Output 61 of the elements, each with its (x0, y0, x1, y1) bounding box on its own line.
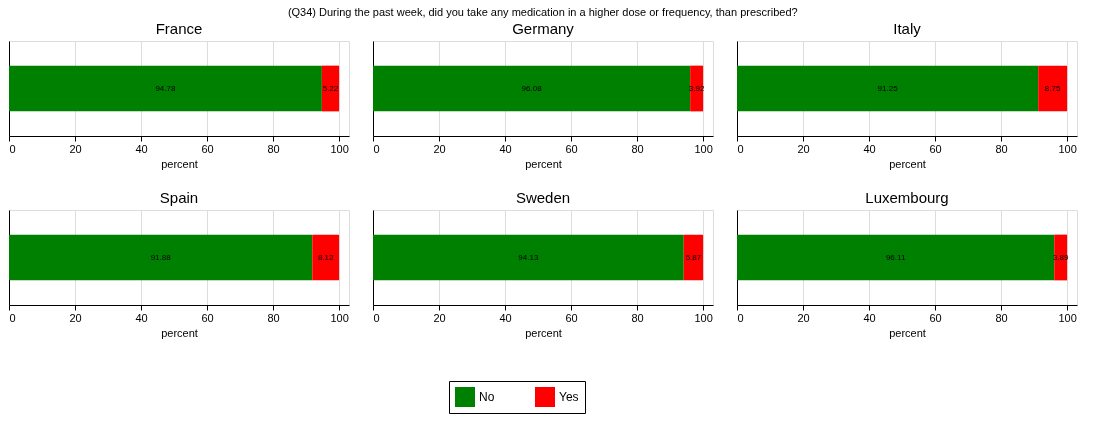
chart-title: Italy (893, 20, 922, 37)
x-tick-label: 60 (201, 142, 214, 155)
x-axis-title: percent (525, 326, 562, 339)
legend-label: No (479, 390, 495, 404)
x-tick-label: 0 (373, 142, 380, 155)
chart-title: Germany (512, 20, 575, 37)
x-tick-label: 80 (631, 142, 644, 155)
data-label: 91.88 (150, 252, 172, 262)
chart-title: Luxembourg (865, 189, 949, 206)
x-tick-label: 20 (433, 142, 446, 155)
x-tick-label: 60 (201, 311, 214, 324)
x-tick-label: 100 (1058, 311, 1077, 324)
x-tick-label: 20 (797, 311, 810, 324)
data-label: 8.75 (1044, 83, 1061, 93)
x-tick-label: 60 (565, 142, 578, 155)
x-axis-title: percent (161, 157, 198, 170)
x-tick-label: 80 (267, 311, 280, 324)
x-tick-label: 40 (863, 311, 876, 324)
x-tick-label: 40 (135, 311, 148, 324)
x-tick-label: 60 (929, 311, 942, 324)
chart-title: Spain (159, 189, 199, 206)
data-label: 94.78 (155, 83, 176, 93)
x-tick-label: 0 (9, 311, 16, 324)
data-label: 8.12 (317, 252, 335, 262)
data-label: 96.08 (521, 83, 543, 93)
x-tick-label: 0 (373, 311, 380, 324)
data-label: 96.11 (885, 252, 906, 262)
x-tick-label: 20 (69, 311, 82, 324)
x-tick-label: 60 (929, 142, 942, 155)
x-tick-label: 80 (631, 311, 644, 324)
x-tick-label: 0 (9, 142, 16, 155)
legend-label: Yes (559, 390, 579, 404)
x-axis-title: percent (889, 326, 926, 339)
x-tick-label: 100 (694, 311, 713, 324)
data-label: 94.13 (518, 252, 539, 262)
x-axis-title: percent (889, 157, 926, 170)
x-tick-label: 0 (737, 311, 744, 324)
x-tick-label: 40 (499, 142, 512, 155)
x-tick-label: 100 (694, 142, 713, 155)
data-label: 5.87 (685, 252, 702, 262)
x-tick-label: 100 (1058, 142, 1077, 155)
x-tick-label: 20 (69, 142, 82, 155)
x-tick-label: 100 (330, 311, 349, 324)
chart-title: Sweden (515, 189, 571, 206)
x-tick-label: 100 (330, 142, 349, 155)
x-tick-label: 20 (433, 311, 446, 324)
x-tick-label: 80 (995, 311, 1008, 324)
text: (Q34) During the past week, did you take any medication in a higher dose or frequency, than prescribed? (287, 5, 798, 18)
data-label: 5.22 (322, 83, 339, 93)
data-label: 91.25 (877, 83, 899, 93)
x-tick-label: 20 (797, 142, 810, 155)
x-tick-label: 60 (565, 311, 578, 324)
x-axis-title: percent (525, 157, 562, 170)
x-tick-label: 40 (499, 311, 512, 324)
x-tick-label: 80 (995, 142, 1008, 155)
x-tick-label: 40 (863, 142, 876, 155)
x-tick-label: 40 (135, 142, 148, 155)
x-tick-label: 0 (737, 142, 744, 155)
chart-title: France (155, 20, 203, 37)
x-tick-label: 80 (267, 142, 280, 155)
x-axis-title: percent (161, 326, 198, 339)
